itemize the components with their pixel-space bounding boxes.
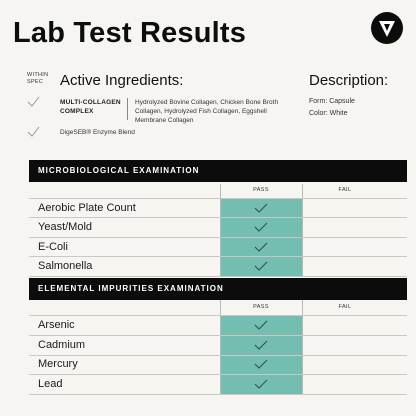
micro-col-divider — [302, 184, 303, 276]
pass-check-icon — [254, 242, 268, 252]
pass-check-icon — [254, 203, 268, 213]
micro-col-divider — [220, 184, 221, 276]
test-name: Yeast/Mold — [38, 221, 93, 233]
description-heading: Description: — [309, 72, 389, 89]
microbiological-header: MICROBIOLOGICAL EXAMINATION — [29, 160, 407, 182]
description-color: Color: White — [309, 110, 348, 117]
ingredient-name: MULTI-COLLAGEN COMPLEX — [60, 99, 121, 115]
pass-check-icon — [254, 261, 268, 271]
row-divider — [29, 335, 407, 336]
micro-fail-header: FAIL — [338, 187, 352, 193]
row-divider — [29, 256, 407, 257]
elem-fail-header: FAIL — [338, 304, 352, 310]
description-form: Form: Capsule — [309, 98, 355, 105]
row-divider — [29, 237, 407, 238]
test-name: Salmonella — [38, 260, 93, 272]
pass-check-icon — [254, 320, 268, 330]
elem-col-divider — [220, 300, 221, 395]
active-ingredients-heading: Active Ingredients: — [60, 72, 184, 89]
page-title: Lab Test Results — [13, 17, 247, 49]
within-spec-label: WITHIN SPEC — [27, 72, 49, 85]
pass-check-icon — [254, 359, 268, 369]
row-divider — [29, 394, 407, 395]
elem-col-divider — [302, 300, 303, 395]
ingredient-divider — [127, 98, 128, 120]
pass-check-icon — [254, 222, 268, 232]
check-icon — [27, 96, 40, 107]
test-name: Mercury — [38, 358, 78, 370]
elemental-header: ELEMENTAL IMPURITIES EXAMINATION — [29, 278, 407, 300]
row-divider — [29, 315, 407, 316]
test-name: E-Coli — [38, 241, 68, 253]
row-divider — [29, 198, 407, 199]
pass-check-icon — [254, 379, 268, 389]
micro-pass-header: PASS — [253, 187, 269, 193]
brand-logo-icon — [371, 12, 403, 44]
test-name: Cadmium — [38, 339, 86, 351]
row-divider — [29, 217, 407, 218]
test-name: Arsenic — [38, 319, 75, 331]
test-name: Lead — [38, 378, 63, 390]
ingredient-name: DigeSEB® Enzyme Blend — [60, 129, 135, 136]
row-divider — [29, 355, 407, 356]
elem-pass-header: PASS — [253, 304, 269, 310]
ingredient-description: Hydrolyzed Bovine Collagen, Chicken Bone… — [135, 99, 279, 124]
test-name: Aerobic Plate Count — [38, 202, 136, 214]
row-divider — [29, 276, 407, 277]
pass-check-icon — [254, 340, 268, 350]
row-divider — [29, 374, 407, 375]
check-icon — [27, 126, 40, 137]
